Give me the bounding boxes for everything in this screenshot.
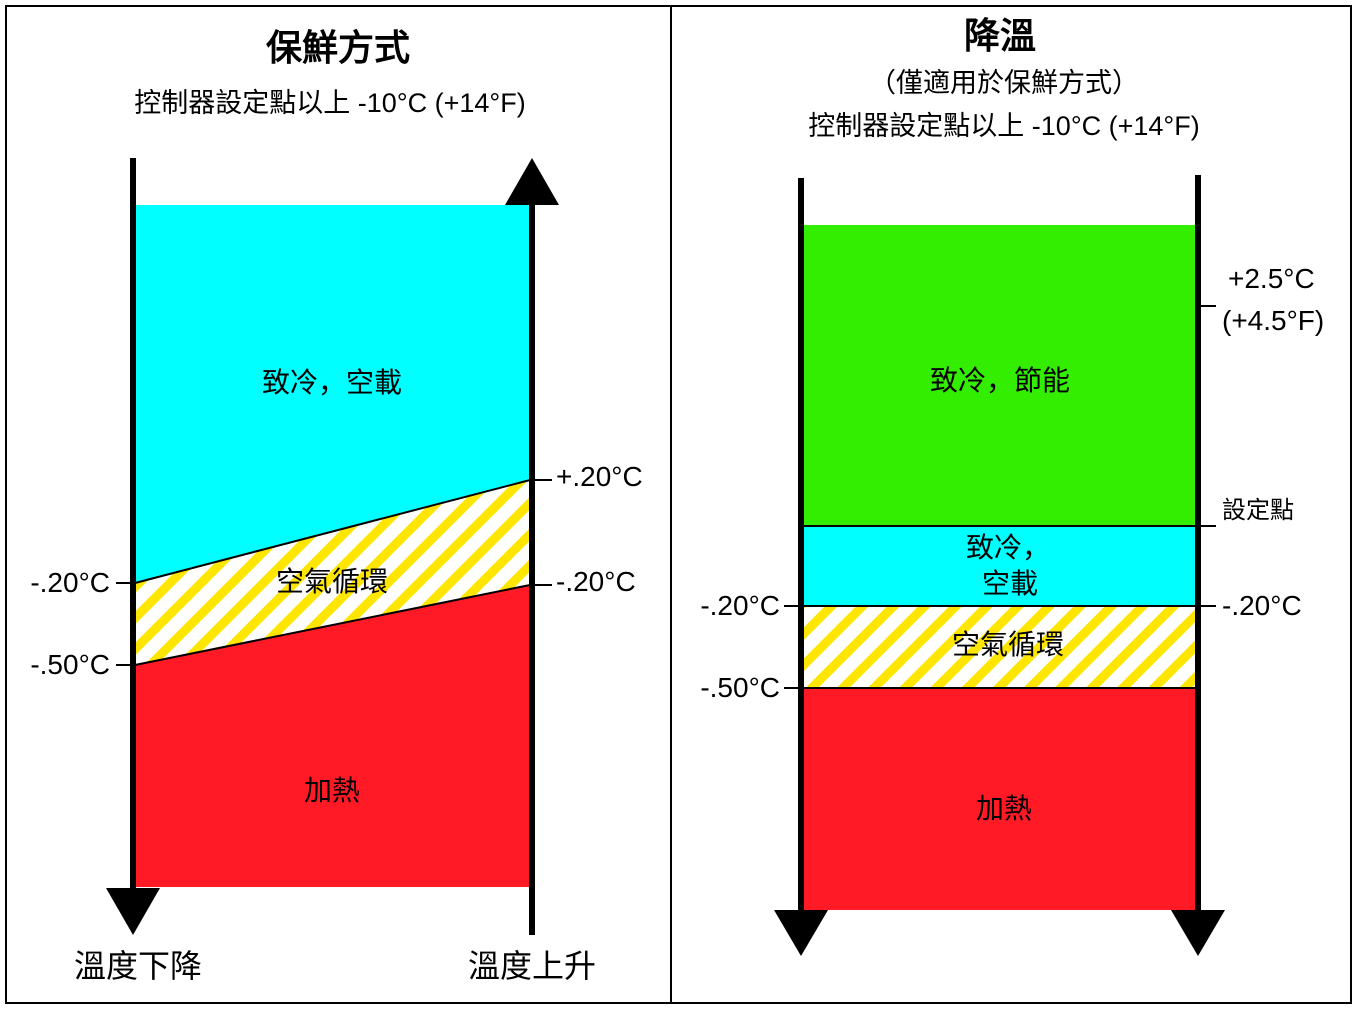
- left-label-upper: -.20°C: [30, 567, 110, 598]
- left-arrow-down-icon: [106, 888, 160, 935]
- right-panel: 降溫 （僅適用於保鮮方式） 控制器設定點以上 -10°C (+14°F) +2.…: [700, 15, 1324, 956]
- left-boundary-lower: [134, 584, 531, 666]
- right-cooling-eco-label: 致冷，節能: [930, 365, 1070, 396]
- right-label-upper-right: -.20°C: [1222, 590, 1302, 621]
- right-arrow-left-icon: [774, 910, 828, 956]
- right-label-4-5f: (+4.5°F): [1222, 305, 1324, 336]
- right-air-zone: [803, 606, 1196, 688]
- left-label-lower: -.50°C: [30, 649, 110, 680]
- right-cooling-unloaded-label-2: 空載: [982, 568, 1038, 599]
- left-heating-zone: [135, 585, 530, 887]
- left-arrow-up-icon: [505, 158, 559, 205]
- temp-up-label: 溫度上升: [468, 948, 596, 984]
- right-label-lower-left: -.50°C: [700, 672, 780, 703]
- right-label-upper-left: -.20°C: [700, 590, 780, 621]
- right-air-label: 空氣循環: [952, 629, 1064, 660]
- right-label-upper: +.20°C: [556, 461, 643, 492]
- right-heating-zone: [803, 688, 1196, 910]
- temp-down-label: 溫度下降: [74, 948, 202, 984]
- left-boundary-upper: [134, 479, 531, 584]
- left-title: 保鮮方式: [266, 27, 410, 68]
- left-subtitle: 控制器設定點以上 -10°C (+14°F): [134, 88, 525, 118]
- right-subtitle-2: 控制器設定點以上 -10°C (+14°F): [808, 111, 1199, 141]
- right-subtitle-1: （僅適用於保鮮方式）: [869, 68, 1139, 98]
- right-label-setpoint: 設定點: [1222, 497, 1294, 524]
- left-cooling-label: 致冷，空載: [262, 367, 402, 398]
- left-air-label: 空氣循環: [276, 566, 388, 597]
- outer-frame: [5, 5, 1352, 1004]
- left-cooling-zone: [135, 205, 530, 583]
- right-cooling-eco-zone: [803, 225, 1196, 526]
- right-cooling-unloaded-zone: [803, 526, 1196, 606]
- left-panel: 保鮮方式 控制器設定點以上 -10°C (+14°F) -.20°C -.50°…: [30, 27, 642, 984]
- right-heating-label: 加熱: [976, 793, 1032, 824]
- right-label-2-5c: +2.5°C: [1228, 263, 1315, 294]
- right-label-lower: -.20°C: [556, 566, 636, 597]
- right-title: 降溫: [964, 15, 1036, 56]
- right-cooling-unloaded-label-1: 致冷，: [966, 532, 1050, 563]
- left-heating-label: 加熱: [304, 775, 360, 806]
- right-arrow-right-icon: [1171, 910, 1225, 956]
- left-air-zone: [135, 480, 530, 665]
